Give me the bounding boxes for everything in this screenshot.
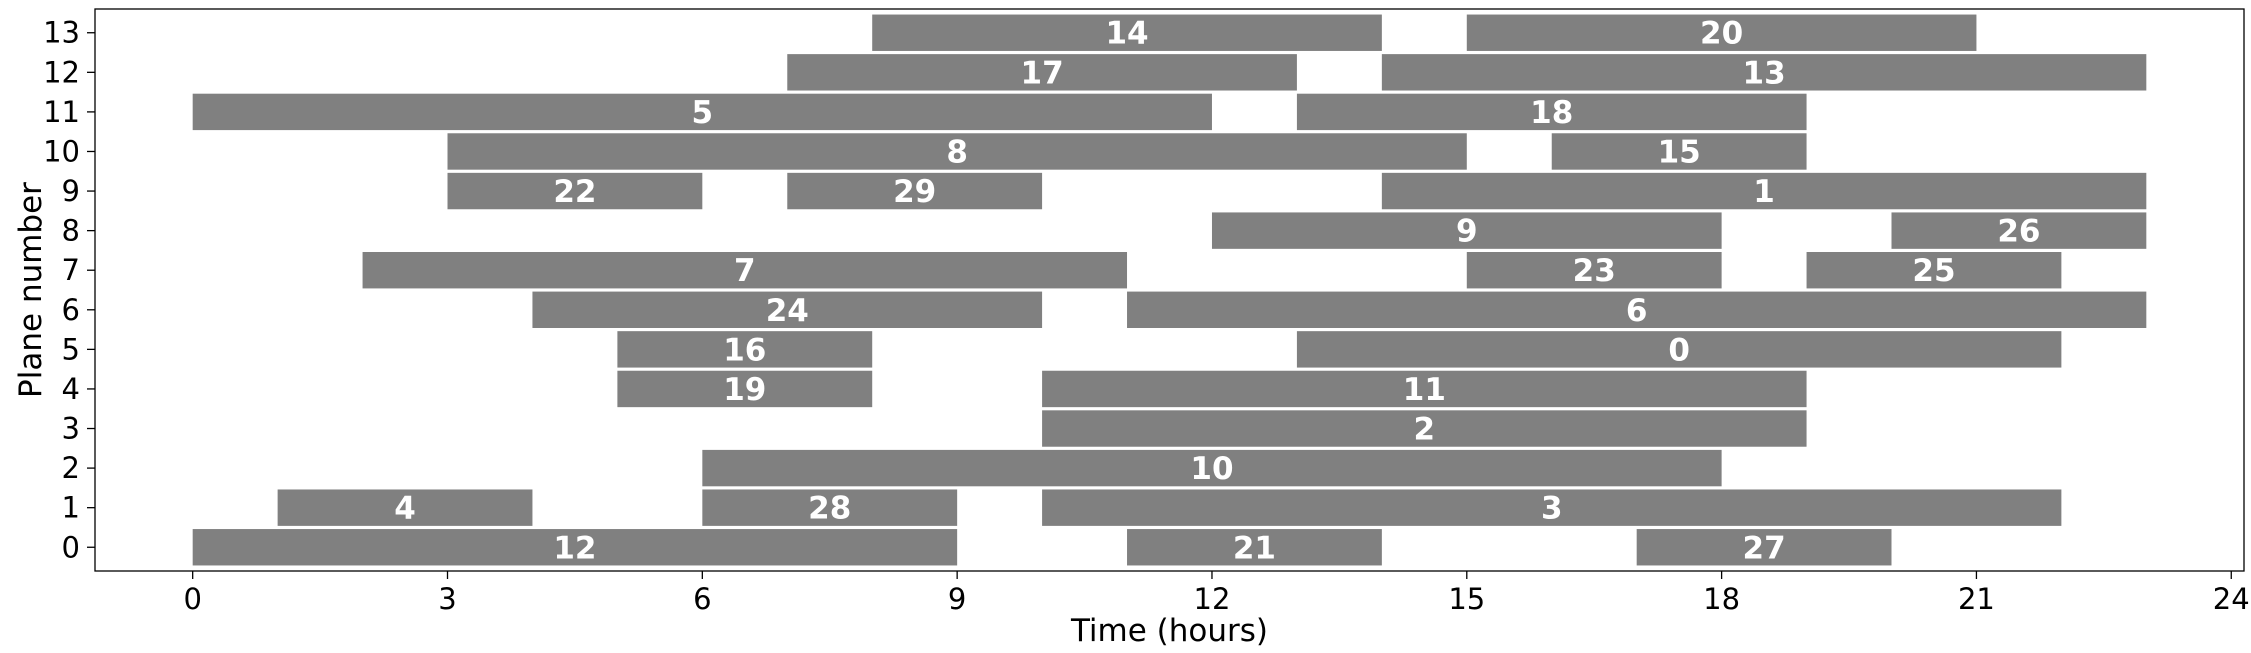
task-label-5: 5 <box>692 95 714 131</box>
task-bar-16 <box>617 331 873 368</box>
task-bar-1 <box>1381 172 2147 210</box>
x-tick-label: 9 <box>948 582 966 616</box>
task-bar-18 <box>1296 93 1807 131</box>
task-label-25: 25 <box>1912 253 1955 289</box>
task-label-21: 21 <box>1233 530 1276 566</box>
y-tick-label: 0 <box>62 530 80 564</box>
task-bar-10 <box>702 449 1722 487</box>
task-bar-11 <box>1042 370 1807 408</box>
x-axis: 0 3 6 9 12 15 18 21 24 <box>183 571 2250 616</box>
task-label-20: 20 <box>1700 16 1743 52</box>
x-tick-label: 18 <box>1703 582 1740 616</box>
y-tick-label: 1 <box>62 491 80 525</box>
x-tick-label: 0 <box>183 582 201 616</box>
task-label-13: 13 <box>1743 55 1786 91</box>
y-tick-label: 4 <box>62 372 80 406</box>
task-label-26: 26 <box>1997 214 2040 250</box>
task-label-11: 11 <box>1403 372 1446 408</box>
x-tick-label: 15 <box>1448 582 1485 616</box>
task-label-4: 4 <box>394 491 416 527</box>
y-tick-label: 10 <box>43 134 80 168</box>
task-label-14: 14 <box>1105 16 1148 52</box>
task-bar-12 <box>192 529 958 566</box>
y-tick-label: 2 <box>62 451 80 485</box>
task-bar-25 <box>1806 252 2062 289</box>
y-tick-label: 7 <box>62 253 80 287</box>
task-label-7: 7 <box>734 253 756 289</box>
x-tick-label: 24 <box>2213 582 2250 616</box>
y-tick-label: 13 <box>43 16 80 50</box>
y-tick-label: 8 <box>62 214 80 248</box>
task-label-24: 24 <box>766 293 809 329</box>
task-label-10: 10 <box>1190 451 1233 487</box>
task-label-6: 6 <box>1626 293 1648 329</box>
task-bar-4 <box>277 489 533 526</box>
task-label-17: 17 <box>1021 55 1064 91</box>
task-label-28: 28 <box>808 491 851 527</box>
task-bar-7 <box>362 252 1128 289</box>
y-tick-label: 5 <box>62 332 80 366</box>
task-label-29: 29 <box>893 174 936 210</box>
task-bar-26 <box>1891 212 2147 249</box>
task-bar-20 <box>1466 14 1977 51</box>
x-axis-title: Time (hours) <box>1070 613 1268 649</box>
task-label-19: 19 <box>723 372 766 408</box>
y-tick-label: 6 <box>62 293 80 327</box>
x-tick-label: 6 <box>693 582 711 616</box>
task-label-12: 12 <box>553 530 596 566</box>
task-label-0: 0 <box>1668 332 1690 368</box>
task-bar-28 <box>702 489 958 526</box>
task-bar-9 <box>1211 212 1722 249</box>
y-tick-label: 11 <box>43 95 80 129</box>
y-tick-label: 9 <box>62 174 80 208</box>
task-bar-27 <box>1636 529 1892 566</box>
x-tick-label: 3 <box>438 582 456 616</box>
x-tick-label: 12 <box>1194 582 1231 616</box>
task-label-27: 27 <box>1743 530 1786 566</box>
task-bar-22 <box>447 172 703 210</box>
plot-frame <box>94 8 2245 572</box>
task-bar-17 <box>787 54 1297 91</box>
x-tick-label: 21 <box>1958 582 1995 616</box>
task-bar-29 <box>787 172 1043 210</box>
y-tick-label: 3 <box>62 412 80 446</box>
task-bar-23 <box>1466 252 1722 289</box>
task-bar-2 <box>1042 410 1807 447</box>
y-tick-label: 12 <box>43 55 80 89</box>
task-bar-15 <box>1551 133 1807 170</box>
task-bar-13 <box>1381 54 2147 91</box>
task-label-23: 23 <box>1573 253 1616 289</box>
task-bar-0 <box>1296 331 2062 368</box>
task-label-1: 1 <box>1753 174 1775 210</box>
task-label-2: 2 <box>1414 412 1436 448</box>
task-bar-24 <box>532 291 1043 328</box>
task-label-22: 22 <box>553 174 596 210</box>
task-label-15: 15 <box>1658 134 1701 170</box>
task-label-18: 18 <box>1530 95 1573 131</box>
task-bar-3 <box>1042 489 2062 526</box>
task-label-8: 8 <box>946 134 968 170</box>
task-bar-19 <box>617 370 873 408</box>
y-axis-title: Plane number <box>13 182 49 398</box>
task-bar-5 <box>192 93 1212 131</box>
task-bar-14 <box>872 14 1382 51</box>
task-bar-6 <box>1127 291 2147 328</box>
task-label-9: 9 <box>1456 214 1478 250</box>
task-label-16: 16 <box>723 332 766 368</box>
task-label-3: 3 <box>1541 491 1563 527</box>
task-bar-8 <box>447 133 1467 170</box>
task-bar-21 <box>1127 529 1382 566</box>
